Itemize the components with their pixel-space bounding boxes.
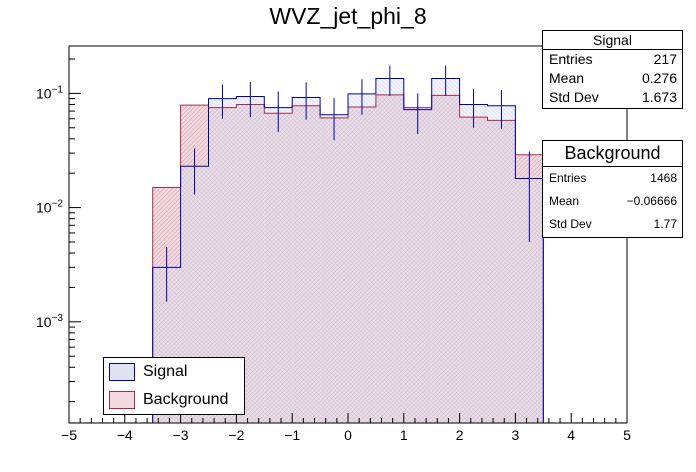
signal-bar [292,97,321,423]
stats-value: 217 [653,51,677,67]
stats-value: 1.673 [641,89,677,105]
y-tick-exponent: −3 [52,313,64,324]
legend-swatch-background [109,391,135,409]
legend-swatch-signal [109,363,135,381]
stats-row-entries: Entries 1468 [543,167,682,190]
stats-label: Entries [549,171,587,185]
legend: Signal Background [103,357,245,415]
stats-box-signal: Signal Entries 217 Mean 0.276 Std Dev 1.… [542,30,683,109]
x-tick-label: −1 [284,427,300,443]
stats-value: −0.06666 [626,194,677,208]
stats-title-background: Background [543,141,682,167]
stats-row-stddev: Std Dev 1.673 [543,88,682,107]
x-tick-label: 3 [512,427,520,443]
y-tick-exponent: −2 [52,199,64,210]
y-tick-exponent: −1 [52,84,64,95]
y-tick-base: 10 [36,200,52,216]
stats-value: 1.77 [653,217,677,231]
legend-label-background: Background [143,391,229,408]
signal-bar [375,78,404,423]
stats-label: Std Dev [549,89,599,105]
chart-title: WVZ_jet_phi_8 [269,3,426,29]
signal-bar [320,114,348,423]
signal-bar [403,109,432,423]
stats-label: Mean [549,194,580,208]
y-tick-base: 10 [36,85,52,101]
y-tick-base: 10 [36,314,52,330]
y-tick-label: 10−3 [36,313,63,330]
legend-item-background: Background [109,388,228,412]
stats-row-entries: Entries 217 [543,50,682,69]
x-tick-label: −5 [61,427,77,443]
stats-row-mean: Mean 0.276 [543,69,682,88]
signal-bar [487,105,516,423]
legend-label-signal: Signal [143,363,188,380]
stats-row-stddev: Std Dev 1.77 [543,213,682,236]
signal-bar [264,107,293,423]
x-tick-label: 5 [623,427,631,443]
signal-bar [431,78,460,423]
legend-item-signal: Signal [109,360,187,384]
y-tick-label: 10−2 [36,199,63,216]
stats-title-signal: Signal [543,31,682,50]
stats-row-mean: Mean −0.06666 [543,190,682,213]
y-tick-label: 10−1 [36,84,63,101]
x-tick-label: −2 [228,427,244,443]
stats-value: 1468 [650,171,677,185]
x-tick-label: 1 [400,427,408,443]
stats-label: Entries [549,51,593,67]
stats-value: 0.276 [641,70,677,86]
signal-bar [348,93,376,423]
x-tick-label: 0 [344,427,352,443]
stats-label: Std Dev [549,217,592,231]
stats-box-background: Background Entries 1468 Mean −0.06666 St… [542,140,683,238]
x-tick-label: −3 [173,427,189,443]
x-tick-label: −4 [117,427,133,443]
stats-label: Mean [549,70,585,86]
x-tick-label: 4 [567,427,575,443]
signal-bar [459,104,488,423]
x-tick-label: 2 [456,427,464,443]
signal-outline [152,78,544,423]
